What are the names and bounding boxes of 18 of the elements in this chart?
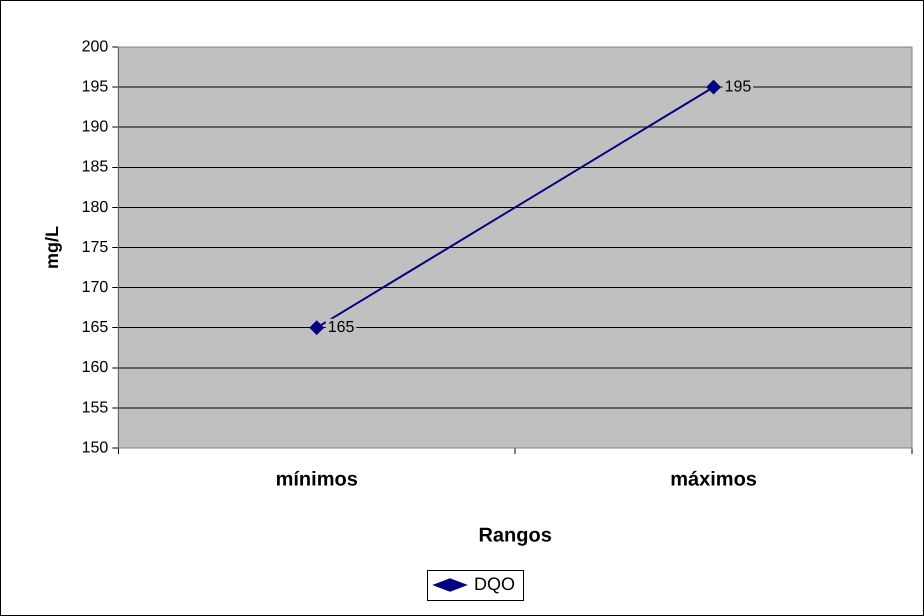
y-tick-label: 160 bbox=[82, 359, 108, 376]
x-axis-title: Rangos bbox=[478, 524, 552, 547]
y-tick-label: 180 bbox=[82, 198, 108, 216]
x-tick-label: mínimos bbox=[276, 468, 358, 491]
y-tick-label: 185 bbox=[82, 158, 108, 176]
y-tick-label: 200 bbox=[82, 38, 108, 56]
x-tick-label: máximos bbox=[670, 468, 757, 491]
y-tick-label: 190 bbox=[82, 118, 108, 136]
y-tick-label: 150 bbox=[82, 439, 108, 456]
y-tick-label: 195 bbox=[82, 78, 108, 96]
y-axis-title: mg/L bbox=[42, 226, 62, 269]
y-tick-label: 170 bbox=[82, 279, 108, 296]
y-tick-label: 155 bbox=[82, 399, 108, 416]
data-label: 165 bbox=[328, 319, 355, 336]
y-tick-label: 175 bbox=[82, 238, 108, 256]
y-tick-label: 165 bbox=[82, 319, 108, 336]
legend-label: DQO bbox=[474, 574, 516, 594]
data-label: 195 bbox=[724, 78, 752, 96]
